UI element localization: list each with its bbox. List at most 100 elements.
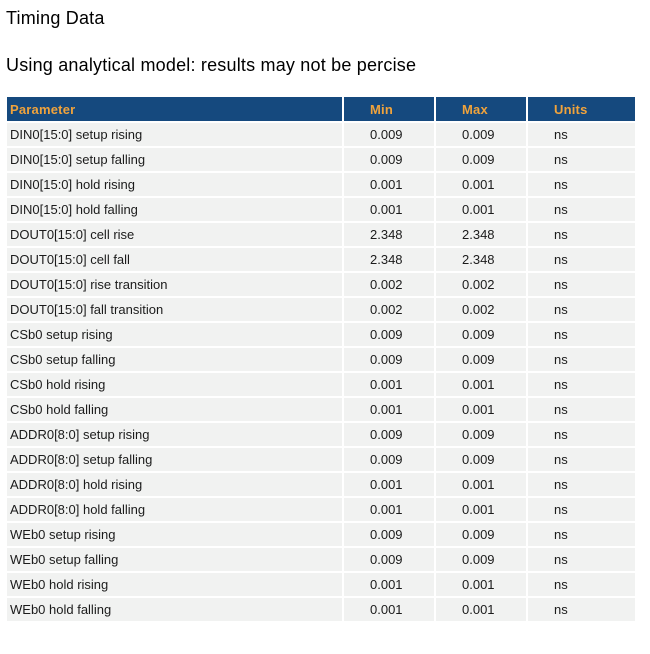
- table-row: DIN0[15:0] setup rising 0.009 0.009 ns: [7, 123, 635, 146]
- page-title: Timing Data: [6, 8, 105, 28]
- cell-max: 0.009: [436, 448, 526, 471]
- cell-parameter: DOUT0[15:0] fall transition: [7, 298, 342, 321]
- cell-parameter: CSb0 setup rising: [7, 323, 342, 346]
- cell-min: 0.009: [344, 448, 434, 471]
- cell-parameter: ADDR0[8:0] hold falling: [7, 498, 342, 521]
- cell-min: 0.002: [344, 273, 434, 296]
- cell-units: ns: [528, 273, 635, 296]
- cell-parameter: WEb0 hold rising: [7, 573, 342, 596]
- cell-max: 0.001: [436, 173, 526, 196]
- table-row: DIN0[15:0] setup falling 0.009 0.009 ns: [7, 148, 635, 171]
- cell-max: 2.348: [436, 248, 526, 271]
- cell-parameter: DIN0[15:0] setup falling: [7, 148, 342, 171]
- cell-parameter: DOUT0[15:0] cell rise: [7, 223, 342, 246]
- timing-table-body: DIN0[15:0] setup rising 0.009 0.009 ns D…: [7, 123, 635, 621]
- cell-parameter: DOUT0[15:0] rise transition: [7, 273, 342, 296]
- cell-min: 0.009: [344, 148, 434, 171]
- table-row: WEb0 hold rising 0.001 0.001 ns: [7, 573, 635, 596]
- cell-min: 0.001: [344, 198, 434, 221]
- cell-min: 0.002: [344, 298, 434, 321]
- cell-units: ns: [528, 573, 635, 596]
- col-header-units: Units: [528, 97, 635, 121]
- cell-min: 0.001: [344, 373, 434, 396]
- cell-units: ns: [528, 523, 635, 546]
- cell-units: ns: [528, 423, 635, 446]
- cell-min: 0.001: [344, 173, 434, 196]
- cell-parameter: CSb0 hold falling: [7, 398, 342, 421]
- cell-min: 0.001: [344, 598, 434, 621]
- cell-min: 0.009: [344, 523, 434, 546]
- cell-max: 0.009: [436, 348, 526, 371]
- cell-units: ns: [528, 173, 635, 196]
- cell-min: 2.348: [344, 223, 434, 246]
- table-row: DIN0[15:0] hold rising 0.001 0.001 ns: [7, 173, 635, 196]
- cell-min: 0.009: [344, 323, 434, 346]
- cell-parameter: DIN0[15:0] setup rising: [7, 123, 342, 146]
- cell-parameter: ADDR0[8:0] setup rising: [7, 423, 342, 446]
- cell-max: 0.001: [436, 573, 526, 596]
- table-row: ADDR0[8:0] hold rising 0.001 0.001 ns: [7, 473, 635, 496]
- cell-units: ns: [528, 598, 635, 621]
- table-row: DOUT0[15:0] rise transition 0.002 0.002 …: [7, 273, 635, 296]
- cell-max: 0.002: [436, 273, 526, 296]
- cell-max: 0.009: [436, 123, 526, 146]
- cell-min: 0.001: [344, 398, 434, 421]
- col-header-parameter: Parameter: [7, 97, 342, 121]
- table-row: WEb0 setup rising 0.009 0.009 ns: [7, 523, 635, 546]
- cell-max: 0.001: [436, 198, 526, 221]
- cell-max: 0.001: [436, 598, 526, 621]
- cell-max: 2.348: [436, 223, 526, 246]
- cell-parameter: CSb0 hold rising: [7, 373, 342, 396]
- cell-max: 0.001: [436, 498, 526, 521]
- cell-units: ns: [528, 448, 635, 471]
- page-subtitle: Using analytical model: results may not …: [6, 55, 417, 75]
- cell-min: 0.009: [344, 548, 434, 571]
- table-row: CSb0 setup falling 0.009 0.009 ns: [7, 348, 635, 371]
- cell-max: 0.009: [436, 423, 526, 446]
- table-header-row: Parameter Min Max Units: [7, 97, 635, 121]
- table-row: DIN0[15:0] hold falling 0.001 0.001 ns: [7, 198, 635, 221]
- timing-table: Parameter Min Max Units DIN0[15:0] setup…: [5, 95, 637, 623]
- table-row: WEb0 hold falling 0.001 0.001 ns: [7, 598, 635, 621]
- cell-min: 0.009: [344, 123, 434, 146]
- cell-max: 0.001: [436, 473, 526, 496]
- table-row: ADDR0[8:0] hold falling 0.001 0.001 ns: [7, 498, 635, 521]
- col-header-min: Min: [344, 97, 434, 121]
- table-row: CSb0 hold rising 0.001 0.001 ns: [7, 373, 635, 396]
- cell-parameter: DIN0[15:0] hold falling: [7, 198, 342, 221]
- cell-units: ns: [528, 498, 635, 521]
- cell-min: 0.009: [344, 348, 434, 371]
- table-row: WEb0 setup falling 0.009 0.009 ns: [7, 548, 635, 571]
- cell-parameter: ADDR0[8:0] setup falling: [7, 448, 342, 471]
- cell-max: 0.009: [436, 523, 526, 546]
- cell-parameter: WEb0 hold falling: [7, 598, 342, 621]
- cell-units: ns: [528, 473, 635, 496]
- cell-units: ns: [528, 548, 635, 571]
- cell-parameter: ADDR0[8:0] hold rising: [7, 473, 342, 496]
- cell-units: ns: [528, 373, 635, 396]
- cell-parameter: DOUT0[15:0] cell fall: [7, 248, 342, 271]
- cell-max: 0.009: [436, 548, 526, 571]
- cell-units: ns: [528, 398, 635, 421]
- cell-parameter: DIN0[15:0] hold rising: [7, 173, 342, 196]
- cell-units: ns: [528, 123, 635, 146]
- table-row: CSb0 hold falling 0.001 0.001 ns: [7, 398, 635, 421]
- cell-units: ns: [528, 248, 635, 271]
- table-row: DOUT0[15:0] cell fall 2.348 2.348 ns: [7, 248, 635, 271]
- table-row: ADDR0[8:0] setup falling 0.009 0.009 ns: [7, 448, 635, 471]
- cell-parameter: CSb0 setup falling: [7, 348, 342, 371]
- cell-max: 0.009: [436, 148, 526, 171]
- cell-min: 2.348: [344, 248, 434, 271]
- table-row: CSb0 setup rising 0.009 0.009 ns: [7, 323, 635, 346]
- cell-min: 0.001: [344, 498, 434, 521]
- cell-units: ns: [528, 148, 635, 171]
- cell-units: ns: [528, 298, 635, 321]
- cell-max: 0.001: [436, 373, 526, 396]
- table-row: ADDR0[8:0] setup rising 0.009 0.009 ns: [7, 423, 635, 446]
- cell-units: ns: [528, 323, 635, 346]
- table-row: DOUT0[15:0] fall transition 0.002 0.002 …: [7, 298, 635, 321]
- cell-min: 0.001: [344, 473, 434, 496]
- cell-units: ns: [528, 223, 635, 246]
- cell-parameter: WEb0 setup rising: [7, 523, 342, 546]
- cell-min: 0.001: [344, 573, 434, 596]
